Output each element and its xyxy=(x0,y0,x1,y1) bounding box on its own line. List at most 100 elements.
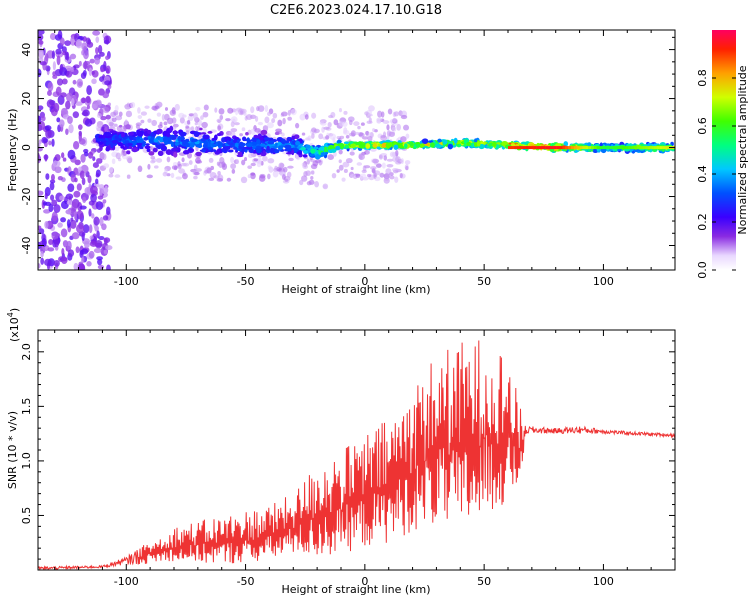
spectrogram-cell xyxy=(314,181,320,188)
spectrogram-cell xyxy=(106,206,111,216)
spectrogram-cell xyxy=(81,264,86,270)
chart-title: C2E6.2023.024.17.10.G18 xyxy=(270,3,442,18)
spectrogram-cell xyxy=(97,258,103,266)
spectrogram-cell xyxy=(67,183,75,192)
spectrogram-cell xyxy=(98,236,105,241)
top-ylabel: Frequency (Hz) xyxy=(6,109,19,192)
spectrogram-cell xyxy=(96,256,103,261)
spectrogram-cell xyxy=(510,146,514,150)
spectrogram-cell xyxy=(42,138,49,143)
spectrogram-cell xyxy=(281,132,285,137)
spectrogram-cell xyxy=(160,145,168,152)
spectrogram-cell xyxy=(216,177,224,182)
spectrogram-cell xyxy=(70,219,77,229)
spectrogram-cell xyxy=(179,116,185,124)
spectrogram-cell xyxy=(343,110,348,115)
bottom-xtick-label: 0 xyxy=(361,575,368,588)
spectrogram-cell xyxy=(96,138,102,142)
spectrogram-cell xyxy=(336,139,342,144)
spectrogram-cell xyxy=(86,104,90,110)
spectrogram-cell xyxy=(200,115,204,120)
bottom-axes: -100 -50 0 50 100 0.5 1.0 1.5 2.0 xyxy=(20,330,676,588)
spectrogram-cell xyxy=(45,173,50,180)
spectrogram-cell xyxy=(93,216,100,226)
spectrogram-cell xyxy=(96,230,100,239)
spectrogram-cell xyxy=(51,231,59,240)
spectrogram-cell xyxy=(38,147,43,152)
bottom-ylabel: SNR (10 * v/v) xyxy=(6,411,19,489)
spectrogram-cell xyxy=(242,138,248,142)
spectrogram-cell xyxy=(553,146,557,150)
spectrogram-cell xyxy=(389,175,395,180)
spectrogram-cell xyxy=(267,173,271,180)
spectrogram-cell xyxy=(377,143,383,147)
spectrogram-cell xyxy=(253,134,259,139)
spectrogram-cell xyxy=(151,119,158,127)
spectrogram-cell xyxy=(299,113,306,121)
spectrogram-cell xyxy=(492,142,497,147)
spectrogram-cell xyxy=(146,148,151,153)
spectrogram-cell xyxy=(148,138,155,144)
spectrogram-cell xyxy=(513,146,517,150)
spectrogram-cell xyxy=(286,136,292,142)
spectrogram-cell xyxy=(628,146,632,150)
spectrogram-cell xyxy=(146,174,153,179)
spectrogram-cell xyxy=(200,132,207,135)
bottom-ytick-label: 0.5 xyxy=(20,507,33,525)
spectrogram-cell xyxy=(245,114,253,120)
spectrogram-cell xyxy=(217,171,221,176)
spectrogram-cell xyxy=(48,140,52,146)
spectrogram-cell xyxy=(148,151,155,156)
spectrogram-cell xyxy=(333,119,339,126)
spectrogram-cell xyxy=(279,163,285,168)
spectrogram-cell xyxy=(70,217,74,222)
spectrogram-cell xyxy=(284,178,289,182)
spectrogram-cell xyxy=(59,195,65,201)
spectrogram-cell xyxy=(122,150,127,156)
spectrogram-cell xyxy=(102,106,110,114)
spectrogram-cell xyxy=(342,121,348,127)
spectrogram-cell xyxy=(111,117,117,123)
spectrogram-cell xyxy=(54,238,60,248)
spectrogram-cell xyxy=(52,61,56,71)
spectrogram-cell xyxy=(51,211,58,222)
spectrogram-cell xyxy=(405,165,409,171)
spectrogram-cell xyxy=(110,142,114,149)
spectrogram-cell xyxy=(92,162,99,169)
spectrogram-cell xyxy=(118,143,122,147)
spectrogram-cell xyxy=(44,220,49,229)
spectrogram-cell xyxy=(295,140,301,146)
spectrogram-cell xyxy=(82,61,89,70)
spectrogram-cell xyxy=(72,79,77,85)
spectrogram-cell xyxy=(286,171,292,178)
spectrogram-cell xyxy=(38,105,44,111)
spectrogram-cell xyxy=(341,177,346,182)
spectrogram-cell xyxy=(320,152,325,156)
spectrogram-cell xyxy=(175,176,182,180)
spectrogram-cell xyxy=(365,143,371,149)
spectrogram-cell xyxy=(310,176,314,180)
spectrogram-cell xyxy=(391,126,397,132)
spectrogram-cell xyxy=(256,160,262,168)
spectrogram-cell xyxy=(88,208,92,217)
spectrogram-cell xyxy=(80,72,87,79)
spectrogram-cell xyxy=(262,150,266,155)
spectrogram-cell xyxy=(350,166,354,171)
spectrogram-cell xyxy=(403,124,410,131)
spectrogram-cell xyxy=(393,111,400,117)
spectrogram-cell xyxy=(171,107,176,115)
colorbar-tick-label: 0.2 xyxy=(696,213,709,231)
spectrogram-cell xyxy=(57,30,63,40)
spectrogram-cell xyxy=(125,110,133,118)
spectrogram-cell xyxy=(161,113,166,121)
spectrogram-cell xyxy=(171,147,178,151)
spectrogram-cell xyxy=(625,146,629,150)
spectrogram-cell xyxy=(181,157,185,163)
spectrogram-cell xyxy=(81,177,86,186)
spectrogram-cell xyxy=(278,145,283,151)
spectrogram-cell xyxy=(130,102,136,108)
spectrogram-cell xyxy=(631,146,635,150)
spectrogram-cell xyxy=(192,112,198,120)
spectrogram-cell xyxy=(129,137,134,141)
spectrogram-cell xyxy=(108,166,114,173)
